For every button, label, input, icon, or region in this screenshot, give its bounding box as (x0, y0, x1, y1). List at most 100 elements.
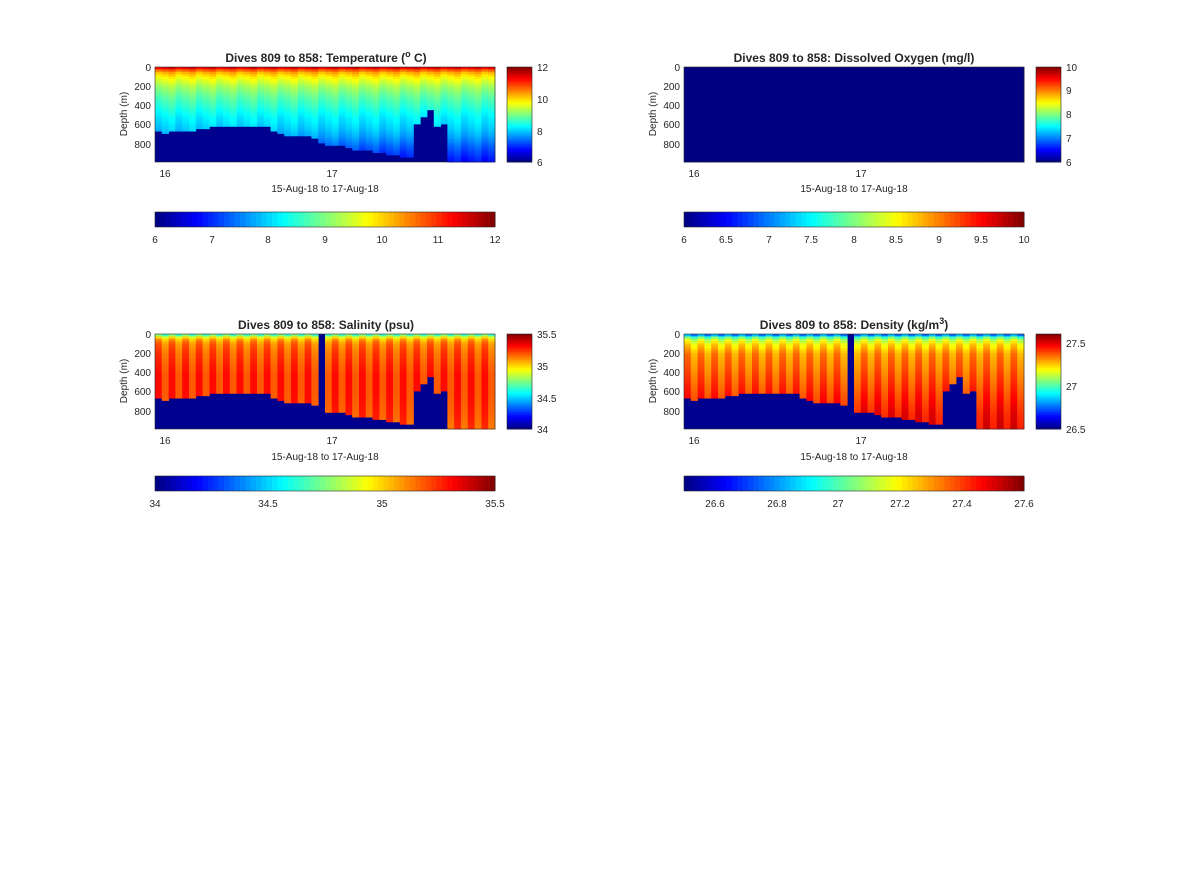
heatmap-cell (386, 393, 394, 397)
heatmap-cell (990, 147, 998, 151)
heatmap-cell (826, 159, 834, 163)
heatmap-cell (243, 119, 251, 123)
heatmap-cell (928, 133, 936, 137)
heatmap-cell (772, 119, 780, 123)
heatmap-cell (379, 76, 387, 80)
heatmap-cell (406, 379, 414, 382)
heatmap-cell (161, 355, 169, 359)
heatmap-cell (915, 78, 923, 82)
heatmap-cell (413, 105, 421, 108)
heatmap-cell (338, 383, 346, 387)
heatmap-cell (996, 76, 1004, 80)
heatmap-cell (481, 147, 489, 151)
heatmap-cell (399, 345, 407, 349)
heatmap-cell (284, 376, 292, 380)
heatmap-cell (908, 109, 916, 113)
heatmap-cell (718, 97, 726, 101)
heatmap-cell (202, 357, 210, 361)
heatmap-cell (806, 140, 814, 144)
heatmap-cell (990, 140, 998, 144)
heatmap-cell (236, 88, 244, 92)
colorbar-segment (356, 212, 363, 227)
heatmap-cell (379, 381, 387, 385)
heatmap-cell (684, 81, 692, 85)
heatmap-cell (976, 71, 984, 75)
heatmap-cell (209, 345, 217, 349)
heatmap-cell (182, 97, 190, 101)
heatmap-cell (779, 105, 787, 108)
heatmap-cell (467, 107, 475, 111)
heatmap-cell (881, 124, 889, 127)
heatmap-cell (345, 114, 353, 118)
colorbar-segment (896, 212, 903, 227)
heatmap-cell (345, 95, 353, 99)
heatmap-cell (372, 343, 380, 347)
heatmap-cell (752, 152, 760, 156)
heatmap-cell (724, 86, 732, 89)
heatmap-cell (894, 81, 902, 85)
heatmap-cell (983, 83, 991, 87)
heatmap-cell (189, 388, 197, 392)
colorbar-segment (1036, 74, 1061, 78)
heatmap-cell (331, 376, 339, 380)
heatmap-cell (996, 150, 1004, 153)
heatmap-cell (209, 86, 217, 89)
colorbar-segment (507, 140, 532, 143)
heatmap-cell (399, 121, 407, 125)
heatmap-cell (270, 78, 278, 82)
heatmap-cell (847, 78, 855, 82)
heatmap-cell (488, 105, 496, 108)
heatmap-cell (318, 78, 326, 82)
heatmap-cell (461, 112, 469, 115)
heatmap-cell (202, 348, 210, 352)
heatmap-cell (969, 100, 977, 104)
heatmap-cell (996, 67, 1004, 70)
heatmap-cell (420, 376, 428, 380)
heatmap-cell (847, 95, 855, 99)
heatmap-cell (161, 372, 169, 375)
heatmap-cell (379, 69, 387, 73)
heatmap-cell (175, 350, 183, 354)
heatmap-cell (962, 109, 970, 113)
heatmap-cell (738, 159, 746, 163)
heatmap-cell (331, 355, 339, 359)
heatmap-cell (209, 107, 217, 111)
heatmap-cell (229, 386, 237, 390)
heatmap-cell (962, 116, 970, 120)
heatmap-cell (799, 128, 807, 132)
heatmap-cell (175, 128, 183, 132)
heatmap-cell (359, 405, 367, 409)
heatmap-cell (406, 145, 414, 149)
heatmap-cell (359, 107, 367, 111)
heatmap-cell (956, 159, 964, 163)
colorbar-segment (848, 212, 855, 227)
heatmap-cell (1017, 154, 1025, 158)
heatmap-cell (386, 355, 394, 359)
heatmap-cell (257, 369, 265, 373)
heatmap-cell (874, 100, 882, 104)
heatmap-cell (996, 124, 1004, 127)
heatmap-cell (325, 383, 333, 387)
heatmap-cell (331, 338, 339, 342)
heatmap-cell (229, 74, 237, 77)
heatmap-cell (990, 126, 998, 130)
heatmap-cell (888, 133, 896, 137)
colorbar-segment (1036, 120, 1061, 123)
heatmap-cell (1017, 88, 1025, 92)
heatmap-cell (840, 93, 848, 96)
heatmap-cell (888, 100, 896, 104)
heatmap-cell (195, 114, 203, 118)
heatmap-cell (277, 391, 285, 394)
heatmap-cell (874, 102, 882, 106)
heatmap-cell (840, 83, 848, 87)
heatmap-cell (1017, 116, 1025, 120)
heatmap-cell (928, 145, 936, 149)
heatmap-cell (718, 154, 726, 158)
heatmap-cell (745, 78, 753, 82)
heatmap-cell (399, 150, 407, 153)
heatmap-cell (474, 114, 482, 118)
heatmap-cell (229, 109, 237, 113)
heatmap-cell (454, 138, 462, 142)
heatmap-cell (983, 105, 991, 108)
heatmap-cell (189, 381, 197, 385)
